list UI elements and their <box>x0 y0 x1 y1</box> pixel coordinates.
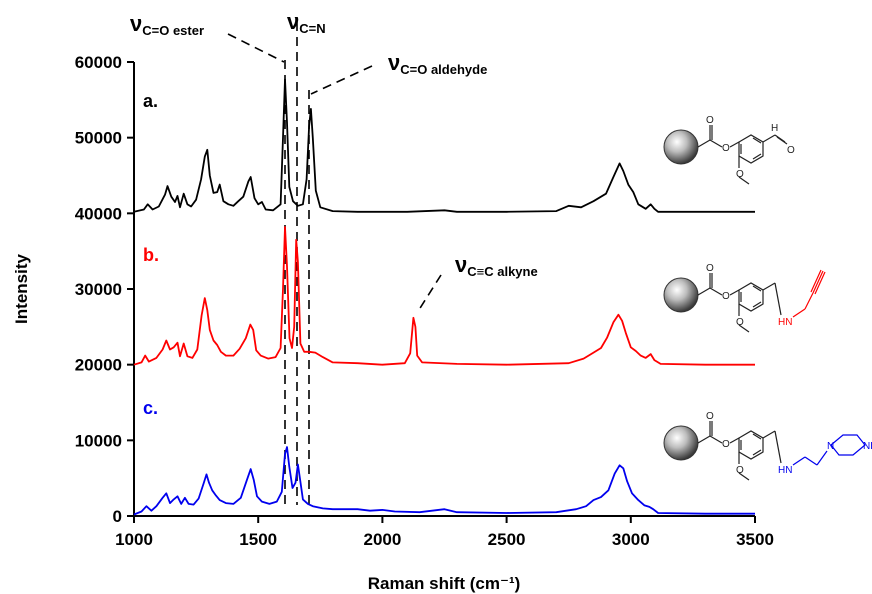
svg-text:O: O <box>722 143 730 154</box>
x-tick-label: 3500 <box>736 530 774 549</box>
series-layer <box>133 78 755 516</box>
series-label-c: c. <box>143 398 158 418</box>
leader-aldehyde <box>310 65 373 95</box>
x-tick-label: 1500 <box>239 530 277 549</box>
y-tick-label: 20000 <box>75 356 122 375</box>
svg-text:O: O <box>787 145 795 156</box>
y-tick-label: 10000 <box>75 431 122 450</box>
leader-ester <box>227 33 285 63</box>
y-tick-label: 0 <box>113 507 122 526</box>
svg-text:HN: HN <box>778 317 792 328</box>
structure-aldehyde-icon: O O O H O <box>663 115 795 185</box>
x-axis-title: Raman shift (cm⁻¹) <box>368 574 521 593</box>
y-axis-title: Intensity <box>12 254 31 324</box>
leader-alkyne <box>416 274 442 314</box>
svg-text:O: O <box>736 465 744 476</box>
series-label-b: b. <box>143 245 159 265</box>
y-tick-label: 50000 <box>75 129 122 148</box>
spectrum-line-b <box>133 226 755 366</box>
svg-text:N: N <box>827 441 834 452</box>
spectrum-line-c <box>133 446 755 516</box>
structure-piperazine-icon: O O O HN N NH <box>663 411 872 481</box>
svg-text:O: O <box>722 291 730 302</box>
x-tick-label: 2500 <box>488 530 526 549</box>
svg-text:O: O <box>706 263 714 274</box>
svg-text:NH: NH <box>863 441 872 452</box>
annotation-alkyne: νC≡C alkyne <box>455 252 538 279</box>
x-tick-label: 2000 <box>363 530 401 549</box>
spectrum-line-a <box>133 78 755 213</box>
y-tick-label: 30000 <box>75 280 122 299</box>
y-ticks: 0 10000 20000 30000 40000 50000 60000 <box>75 53 134 526</box>
y-tick-label: 60000 <box>75 53 122 72</box>
y-tick-label: 40000 <box>75 204 122 223</box>
x-tick-label: 1000 <box>115 530 153 549</box>
annotation-cn: νC=N <box>287 9 326 36</box>
reference-lines <box>227 22 442 505</box>
svg-text:O: O <box>706 411 714 422</box>
svg-text:O: O <box>736 317 744 328</box>
x-ticks: 1000 1500 2000 2500 3000 3500 <box>115 516 774 549</box>
svg-text:H: H <box>771 123 778 134</box>
svg-text:O: O <box>706 115 714 126</box>
series-label-a: a. <box>143 91 158 111</box>
svg-text:O: O <box>736 169 744 180</box>
x-tick-label: 3000 <box>612 530 650 549</box>
svg-text:HN: HN <box>778 465 792 476</box>
annotation-ester: νC=O ester <box>130 11 204 38</box>
structure-alkyne-icon: O O O HN <box>663 263 826 333</box>
svg-text:O: O <box>722 439 730 450</box>
annotation-aldehyde: νC=O aldehyde <box>388 50 487 77</box>
